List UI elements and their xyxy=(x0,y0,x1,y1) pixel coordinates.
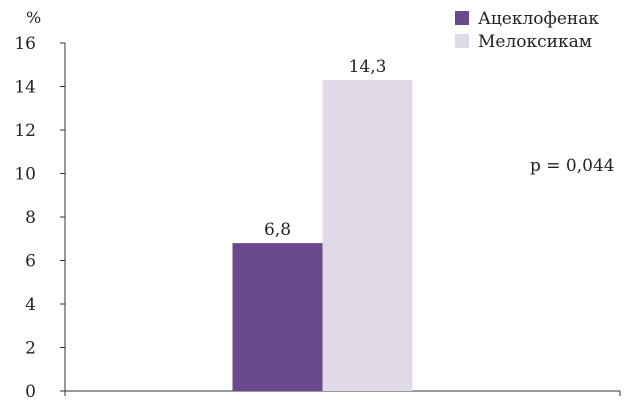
y-tick-label: 16 xyxy=(14,34,36,54)
y-tick-label: 8 xyxy=(25,208,36,228)
p-value-annotation: p = 0,044 xyxy=(530,156,615,176)
bar-value-label-series-1: 6,8 xyxy=(264,220,291,240)
bar-value-label-series-2: 14,3 xyxy=(349,57,387,77)
bars xyxy=(232,79,413,391)
legend-label-series-2: Мелоксикам xyxy=(478,32,592,52)
legend-swatch-series-2 xyxy=(455,34,469,48)
y-tick-label: 2 xyxy=(25,339,36,359)
y-tick-label: 4 xyxy=(25,295,36,315)
y-tick-label: 12 xyxy=(14,121,36,141)
bar-series-1 xyxy=(232,243,323,391)
y-tick-label: 6 xyxy=(25,252,36,272)
y-tick-label: 0 xyxy=(25,382,36,401)
bar-series-2 xyxy=(322,79,413,391)
data-labels: 6,8 14,3 xyxy=(264,57,386,240)
legend-swatch-series-1 xyxy=(455,11,469,25)
y-axis: 0 2 4 6 8 10 12 14 16 xyxy=(14,34,621,401)
y-tick-label: 14 xyxy=(14,78,36,98)
y-tick-label: 10 xyxy=(14,165,36,185)
legend-label-series-1: Ацеклофенак xyxy=(478,9,599,29)
legend: Ацеклофенак Мелоксикам xyxy=(455,9,599,52)
y-axis-unit-label: % xyxy=(26,8,41,27)
